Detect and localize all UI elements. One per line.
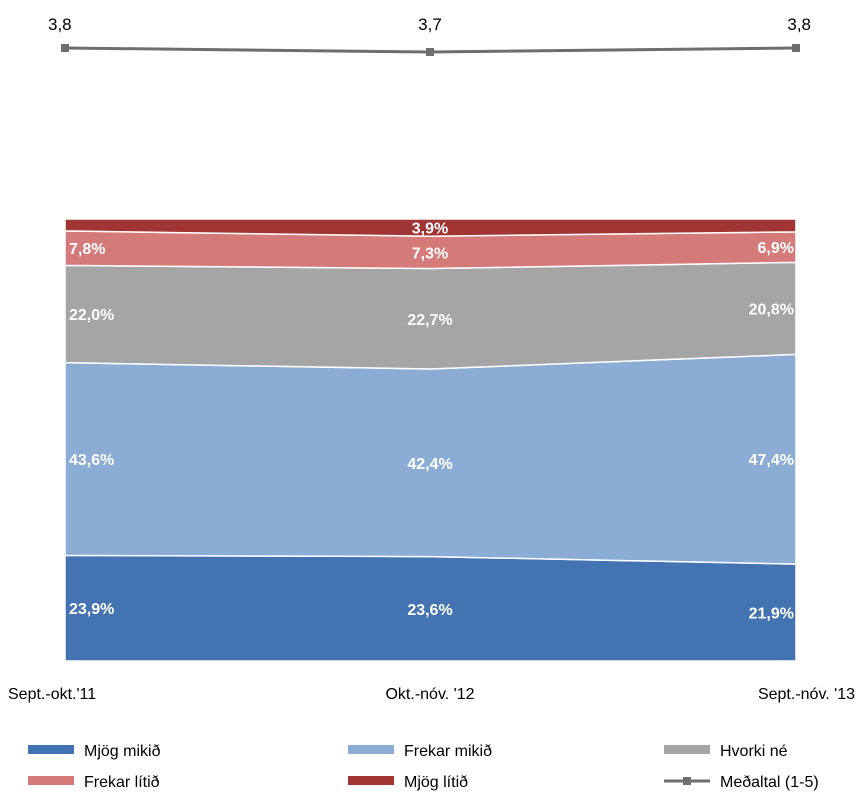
legend-label-mjog-miki: Mjög mikið [84,743,161,760]
average-label-1: 3,7 [418,15,442,34]
data-label-frekar-liti-1: 7,3% [412,245,448,262]
average-point-2 [792,44,800,52]
legend-swatch-frekar-liti [28,776,74,785]
data-label-hvorki-ne-1: 22,7% [407,312,452,329]
data-label-mjog-liti-1: 3,9% [412,221,448,238]
legend: Mjög mikið Frekar mikið Hvorki né Frekar lí… [28,743,819,791]
x-tick-label-1: Okt.-nóv. '12 [385,686,474,703]
x-tick-label-2: Sept.-nóv. '13 [758,686,855,703]
data-label-hvorki-ne-2: 20,8% [749,301,794,318]
data-label-mjog-miki-2: 21,9% [749,606,794,623]
average-label-0: 3,8 [48,15,72,34]
legend-label-mjog-liti: Mjög lítið [404,774,468,791]
legend-label-me-altal-1-5: Meðaltal (1-5) [720,774,819,791]
data-label-frekar-miki-1: 42,4% [407,456,452,473]
x-tick-label-0: Sept.-okt.'11 [8,686,96,703]
legend-swatch-mjog-miki [28,745,74,754]
data-label-hvorki-ne-0: 22,0% [69,307,114,324]
segment-labels: 23,9% 23,6% 21,9% 43,6% 42,4% 47,4% 22,0% 22,7%… [69,221,794,623]
data-label-frekar-liti-2: 6,9% [758,240,794,257]
average-label-2: 3,8 [787,15,811,34]
legend-label-hvorki-ne: Hvorki né [720,743,788,760]
data-label-frekar-miki-0: 43,6% [69,452,114,469]
legend-label-frekar-liti: Frekar lítið [84,774,160,791]
average-point-0 [61,44,69,52]
average-line: 3,8 3,7 3,8 [48,15,811,56]
legend-swatch-marker-me-altal-1-5 [683,777,691,785]
legend-swatch-frekar-miki [348,745,394,754]
area-layers [64,218,797,662]
x-axis-ticks: Sept.-okt.'11 Okt.-nóv. '12 Sept.-nóv. '13 [8,686,855,703]
data-label-frekar-miki-2: 47,4% [749,452,794,469]
data-label-mjog-miki-0: 23,9% [69,601,114,618]
average-point-1 [426,48,434,56]
legend-label-frekar-miki: Frekar mikið [404,743,492,760]
data-label-mjog-miki-1: 23,6% [407,602,452,619]
legend-swatch-mjog-liti [348,776,394,785]
area-mjog-liti [64,218,797,238]
legend-swatch-hvorki-ne [664,745,710,754]
data-label-frekar-liti-0: 7,8% [69,241,105,258]
